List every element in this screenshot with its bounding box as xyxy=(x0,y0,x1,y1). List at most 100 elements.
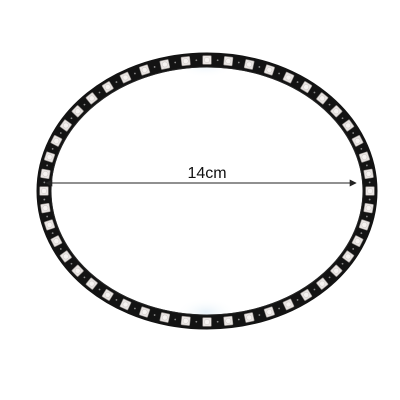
pcb-pad-mark xyxy=(98,91,101,94)
led-chip xyxy=(180,56,191,67)
pcb-pad-mark xyxy=(59,132,62,134)
dimension-label: 14cm xyxy=(187,165,226,182)
pcb-pad-mark xyxy=(368,198,371,201)
pcb-pad-mark xyxy=(153,66,156,68)
pcb-pad-mark xyxy=(352,132,355,134)
pcb-pad-mark xyxy=(43,181,46,184)
pcb-pad-mark xyxy=(368,181,371,184)
pcb-pad-mark xyxy=(258,314,261,316)
led-chip xyxy=(59,250,72,263)
led-chip xyxy=(316,277,329,290)
led-chip xyxy=(358,151,371,163)
pcb-pad-mark xyxy=(51,232,54,235)
led-chip xyxy=(202,55,212,65)
led-chip xyxy=(342,119,355,132)
led-chips xyxy=(39,55,375,327)
led-chip xyxy=(363,202,374,214)
pcb-pad-mark xyxy=(216,59,219,62)
led-chip xyxy=(223,56,234,67)
led-chip xyxy=(282,71,295,84)
led-chip xyxy=(202,317,212,327)
led-chip xyxy=(119,71,132,84)
led-chip xyxy=(330,105,343,118)
pcb-pad-mark xyxy=(70,117,73,120)
pcb-pad-mark xyxy=(313,288,316,291)
led-chip xyxy=(223,315,234,326)
led-chip xyxy=(358,219,371,231)
led-chip xyxy=(263,64,275,76)
led-chip xyxy=(101,81,114,94)
led-chip xyxy=(243,312,255,323)
led-chip xyxy=(101,288,114,301)
led-chip xyxy=(71,105,84,118)
pcb-pad-mark xyxy=(216,320,219,323)
led-chip xyxy=(119,298,132,311)
pcb-pad-mark xyxy=(341,117,344,120)
pcb-pad-mark xyxy=(313,91,316,94)
led-chip xyxy=(50,135,63,147)
led-chip xyxy=(342,250,355,263)
led-chip xyxy=(180,315,191,326)
led-chip xyxy=(50,235,63,247)
pcb-pad-mark xyxy=(360,232,363,235)
pcb-pad-mark xyxy=(237,318,240,321)
pcb-pad-mark xyxy=(278,307,280,310)
pcb-pad-mark xyxy=(328,103,331,106)
led-chip xyxy=(39,186,49,196)
pcb-pad-mark xyxy=(115,81,118,83)
pcb-pad-mark xyxy=(83,276,86,279)
led-chip xyxy=(316,92,329,105)
led-chip xyxy=(300,81,313,94)
led-chip xyxy=(300,288,313,301)
pcb-pad-mark xyxy=(134,307,136,310)
pcb-pad-mark xyxy=(360,147,363,150)
pcb-pad-mark xyxy=(134,72,136,75)
led-chip xyxy=(351,135,364,147)
led-chip xyxy=(59,119,72,132)
led-chip xyxy=(43,151,56,163)
led-chip xyxy=(139,306,151,318)
pcb-pad-mark xyxy=(174,318,177,321)
pcb-pad-mark xyxy=(237,61,240,64)
pcb-pad-mark xyxy=(43,198,46,201)
led-chip xyxy=(40,202,51,214)
led-chip xyxy=(71,264,84,277)
led-chip xyxy=(159,312,171,323)
led-chip xyxy=(330,264,343,277)
led-chip xyxy=(363,168,374,180)
led-chip xyxy=(282,298,295,311)
pcb-pad-mark xyxy=(98,288,101,291)
led-chip xyxy=(365,186,375,196)
pcb-pad-mark xyxy=(59,248,62,250)
led-chip xyxy=(263,306,275,318)
pcb-pad-mark xyxy=(296,81,299,83)
pcb-pad-mark xyxy=(70,262,73,265)
pcb-pad-mark xyxy=(365,215,368,218)
pcb-pad-mark xyxy=(278,72,280,75)
pcb-pad-mark xyxy=(195,320,198,323)
led-chip xyxy=(40,168,51,180)
pcb-pad-mark xyxy=(174,61,177,64)
pcb-pad-mark xyxy=(46,215,49,218)
pcb-pad-mark xyxy=(115,299,118,301)
led-chip xyxy=(85,277,98,290)
led-chip xyxy=(243,59,255,70)
pcb-pad-mark xyxy=(258,66,261,68)
pcb-pad-mark xyxy=(341,262,344,265)
pcb-pad-mark xyxy=(352,248,355,250)
pcb-pad-mark xyxy=(46,164,49,167)
pcb-pad-mark xyxy=(153,314,156,316)
led-chip xyxy=(351,235,364,247)
led-chip xyxy=(159,59,171,70)
pcb-pad-mark xyxy=(328,276,331,279)
pcb-inner-edge xyxy=(50,66,364,316)
led-chip xyxy=(85,92,98,105)
led-chip xyxy=(43,219,56,231)
pcb-pad-mark xyxy=(365,164,368,167)
pcb-pad-mark xyxy=(195,59,198,62)
led-chip xyxy=(139,64,151,76)
pcb-pad-mark xyxy=(83,103,86,106)
pcb-pad-mark xyxy=(51,147,54,150)
